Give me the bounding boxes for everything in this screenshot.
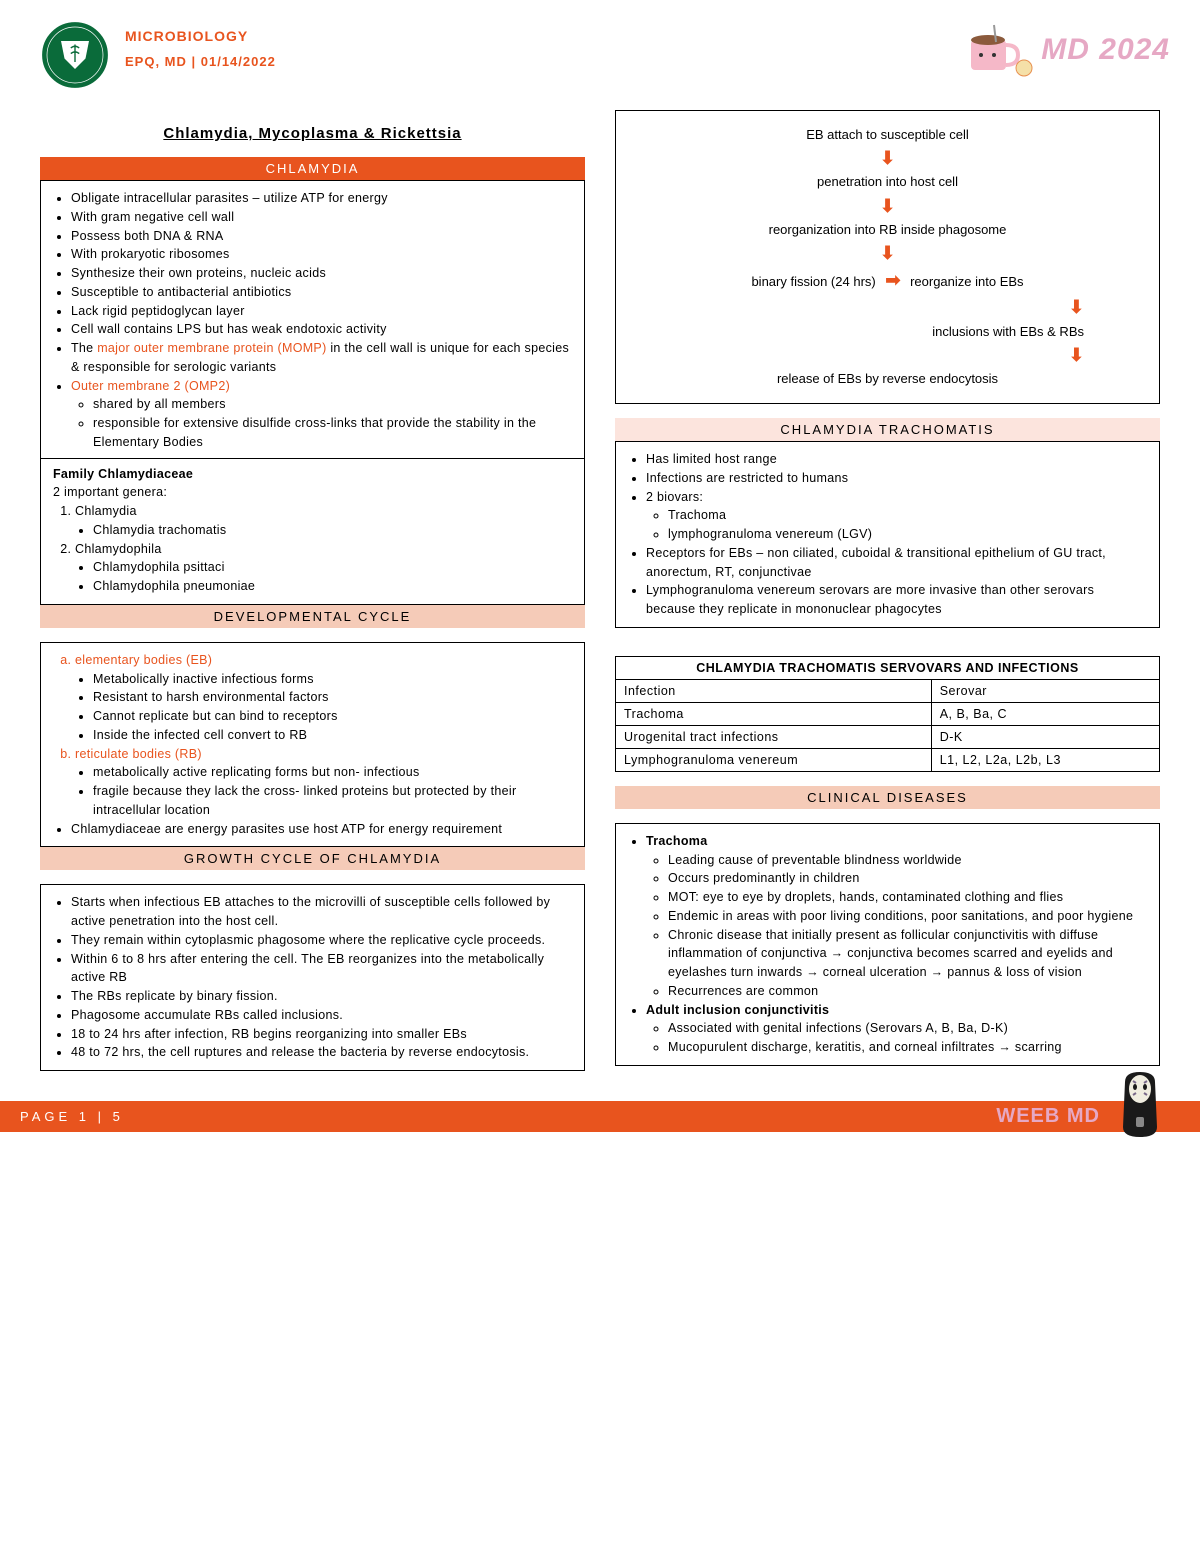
bullet: Has limited host range: [646, 450, 1147, 469]
bullet: metabolically active replicating forms b…: [93, 763, 572, 782]
bullet: Obligate intracellular parasites – utili…: [71, 189, 572, 208]
bullet: MOT: eye to eye by droplets, hands, cont…: [668, 888, 1147, 907]
university-logo: [40, 20, 110, 90]
species: Chlamydophila psittaci: [93, 558, 572, 577]
sub-bullet: responsible for extensive disulfide cros…: [93, 414, 572, 452]
trachomatis-header: CHLAMYDIA TRACHOMATIS: [615, 418, 1160, 441]
bullet: Infections are restricted to humans: [646, 469, 1147, 488]
chlamydia-box: Obligate intracellular parasites – utili…: [40, 180, 585, 605]
table-row: Urogenital tract infectionsD-K: [616, 725, 1160, 748]
bullet: Occurs predominantly in children: [668, 869, 1147, 888]
page-footer: PAGE 1 | 5 WEEB MD: [0, 1101, 1200, 1132]
table-row: TrachomaA, B, Ba, C: [616, 702, 1160, 725]
diagram-step: penetration into host cell: [631, 173, 1144, 191]
bullet: 18 to 24 hrs after infection, RB begins …: [71, 1025, 572, 1044]
disease-item: Trachoma Leading cause of preventable bl…: [646, 832, 1147, 1001]
bullet: Resistant to harsh environmental factors: [93, 688, 572, 707]
family-title: Family Chlamydiaceae: [53, 465, 572, 484]
bullet: Outer membrane 2 (OMP2) shared by all me…: [71, 377, 572, 452]
bullet: Possess both DNA & RNA: [71, 227, 572, 246]
sub-bullet: shared by all members: [93, 395, 572, 414]
bullet: Phagosome accumulate RBs called inclusio…: [71, 1006, 572, 1025]
eb-item: elementary bodies (EB) Metabolically ina…: [75, 651, 572, 745]
weeb-brand: WEEB MD: [996, 1105, 1100, 1128]
bullet: fragile because they lack the cross- lin…: [93, 782, 572, 820]
table-header: Infection: [616, 679, 932, 702]
diagram-step: release of EBs by reverse endocytosis: [631, 370, 1144, 388]
bullet: Within 6 to 8 hrs after entering the cel…: [71, 950, 572, 988]
left-column: Chlamydia, Mycoplasma & Rickettsia CHLAM…: [40, 110, 585, 1071]
devcycle-header: DEVELOPMENTAL CYCLE: [40, 605, 585, 628]
diagram-step: reorganization into RB inside phagosome: [631, 221, 1144, 239]
species: Chlamydophila pneumoniae: [93, 577, 572, 596]
clinical-header: CLINICAL DISEASES: [615, 786, 1160, 809]
bullet: They remain within cytoplasmic phagosome…: [71, 931, 572, 950]
bullet: With gram negative cell wall: [71, 208, 572, 227]
trachomatis-box: Has limited host range Infections are re…: [615, 441, 1160, 628]
bullet: Endemic in areas with poor living condit…: [668, 907, 1147, 926]
bullet: Lymphogranuloma venereum serovars are mo…: [646, 581, 1147, 619]
clinical-box: Trachoma Leading cause of preventable bl…: [615, 823, 1160, 1066]
bullet: The RBs replicate by binary fission.: [71, 987, 572, 1006]
diagram-step: EB attach to susceptible cell: [631, 126, 1144, 144]
table-header: Serovar: [931, 679, 1159, 702]
sub-bullet: Trachoma: [668, 506, 1147, 525]
growth-header: GROWTH CYCLE OF CHLAMYDIA: [40, 847, 585, 870]
bullet: Chlamydiaceae are energy parasites use h…: [71, 820, 572, 839]
arrow-down-icon: ⬇: [631, 295, 1084, 320]
disease-item: Adult inclusion conjunctivitis Associate…: [646, 1001, 1147, 1057]
right-column: EB attach to susceptible cell ⬇ penetrat…: [615, 110, 1160, 1071]
species: Chlamydia trachomatis: [93, 521, 572, 540]
arrow-down-icon: ⬇: [631, 194, 1144, 219]
growth-box: Starts when infectious EB attaches to th…: [40, 884, 585, 1071]
genus: Chlamydia Chlamydia trachomatis: [75, 502, 572, 540]
genus: Chlamydophila Chlamydophila psittaci Chl…: [75, 540, 572, 596]
arrow-down-icon: ⬇: [631, 343, 1084, 368]
bullet: Cell wall contains LPS but has weak endo…: [71, 320, 572, 339]
subject-label: MICROBIOLOGY: [125, 28, 276, 44]
top-right-brand: MD 2024: [946, 20, 1170, 80]
bullet: Associated with genital infections (Sero…: [668, 1019, 1147, 1038]
md2024-text: MD 2024: [1041, 33, 1170, 67]
bullet: The major outer membrane protein (MOMP) …: [71, 339, 572, 377]
devcycle-box: elementary bodies (EB) Metabolically ina…: [40, 642, 585, 848]
arrow-down-icon: ⬇: [631, 146, 1144, 171]
cycle-diagram: EB attach to susceptible cell ⬇ penetrat…: [615, 110, 1160, 404]
bullet: With prokaryotic ribosomes: [71, 245, 572, 264]
family-subtitle: 2 important genera:: [53, 483, 572, 502]
bullet: 48 to 72 hrs, the cell ruptures and rele…: [71, 1043, 572, 1062]
diagram-step: binary fission (24 hrs) ➡ reorganize int…: [631, 268, 1144, 293]
bullet: Cannot replicate but can bind to recepto…: [93, 707, 572, 726]
bullet: Synthesize their own proteins, nucleic a…: [71, 264, 572, 283]
diagram-step: inclusions with EBs & RBs: [631, 323, 1084, 341]
mug-icon: [946, 20, 1036, 80]
bullet: Lack rigid peptidoglycan layer: [71, 302, 572, 321]
bullet: Leading cause of preventable blindness w…: [668, 851, 1147, 870]
table-title: CHLAMYDIA TRACHOMATIS SERVOVARS AND INFE…: [616, 656, 1160, 679]
bullet: Mucopurulent discharge, keratitis, and c…: [668, 1038, 1147, 1057]
bullet: Susceptible to antibacterial antibiotics: [71, 283, 572, 302]
bullet: Chronic disease that initially present a…: [668, 926, 1147, 982]
bullet: Starts when infectious EB attaches to th…: [71, 893, 572, 931]
bullet: Recurrences are common: [668, 982, 1147, 1001]
noface-icon: [1110, 1067, 1170, 1142]
bullet: Metabolically inactive infectious forms: [93, 670, 572, 689]
rb-item: reticulate bodies (RB) metabolically act…: [75, 745, 572, 820]
serovar-table: CHLAMYDIA TRACHOMATIS SERVOVARS AND INFE…: [615, 656, 1160, 772]
main-title: Chlamydia, Mycoplasma & Rickettsia: [40, 125, 585, 142]
table-row: Lymphogranuloma venereumL1, L2, L2a, L2b…: [616, 748, 1160, 771]
chlamydia-header: CHLAMYDIA: [40, 157, 585, 180]
sub-bullet: lymphogranuloma venereum (LGV): [668, 525, 1147, 544]
bullet: 2 biovars: Trachoma lymphogranuloma vene…: [646, 488, 1147, 544]
arrow-right-icon: ➡: [885, 270, 900, 290]
page-number: PAGE 1 | 5: [20, 1109, 124, 1124]
bullet: Receptors for EBs – non ciliated, cuboid…: [646, 544, 1147, 582]
arrow-down-icon: ⬇: [631, 241, 1144, 266]
author-date: EPQ, MD | 01/14/2022: [125, 54, 276, 69]
bullet: Inside the infected cell convert to RB: [93, 726, 572, 745]
